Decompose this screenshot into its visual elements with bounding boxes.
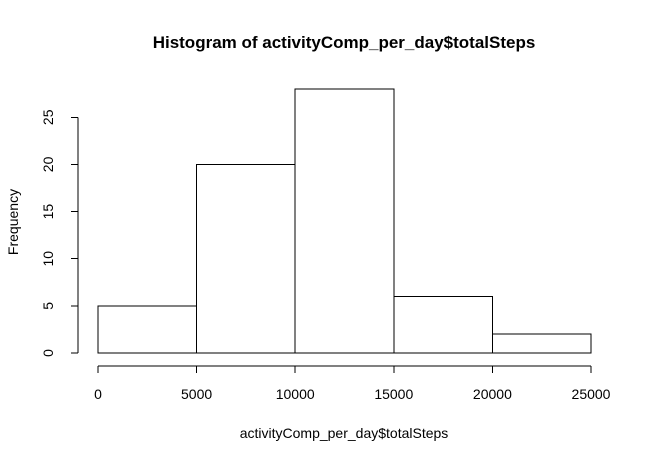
y-tick-label-1: 5 xyxy=(40,302,56,310)
y-tick-label-5: 25 xyxy=(40,109,56,125)
histogram-bar-4 xyxy=(491,333,592,354)
y-tick-label-0: 0 xyxy=(40,349,56,357)
y-tick-label-3: 15 xyxy=(40,204,56,220)
bars-group xyxy=(97,88,592,354)
x-tick-label-1: 5000 xyxy=(181,386,212,402)
x-tick-label-3: 15000 xyxy=(374,386,413,402)
y-axis-label: Frequency xyxy=(5,189,21,255)
x-tick-label-5: 25000 xyxy=(572,386,611,402)
histogram-bar-3 xyxy=(393,295,493,354)
x-tick-label-2: 10000 xyxy=(276,386,315,402)
x-tick-label-0: 0 xyxy=(94,386,102,402)
x-tick-label-4: 20000 xyxy=(473,386,512,402)
y-tick-label-4: 20 xyxy=(40,156,56,172)
histogram-bar-1 xyxy=(196,163,296,354)
histogram-bar-2 xyxy=(294,88,395,354)
chart-title: Histogram of activityComp_per_day$totalS… xyxy=(153,33,536,52)
x-axis-label: activityComp_per_day$totalSteps xyxy=(240,425,449,441)
y-axis: 0 5 10 15 20 25 xyxy=(40,109,79,357)
histogram-bar-0 xyxy=(97,305,198,354)
x-axis: 0 5000 10000 15000 20000 25000 xyxy=(94,365,611,402)
y-tick-label-2: 10 xyxy=(40,251,56,267)
